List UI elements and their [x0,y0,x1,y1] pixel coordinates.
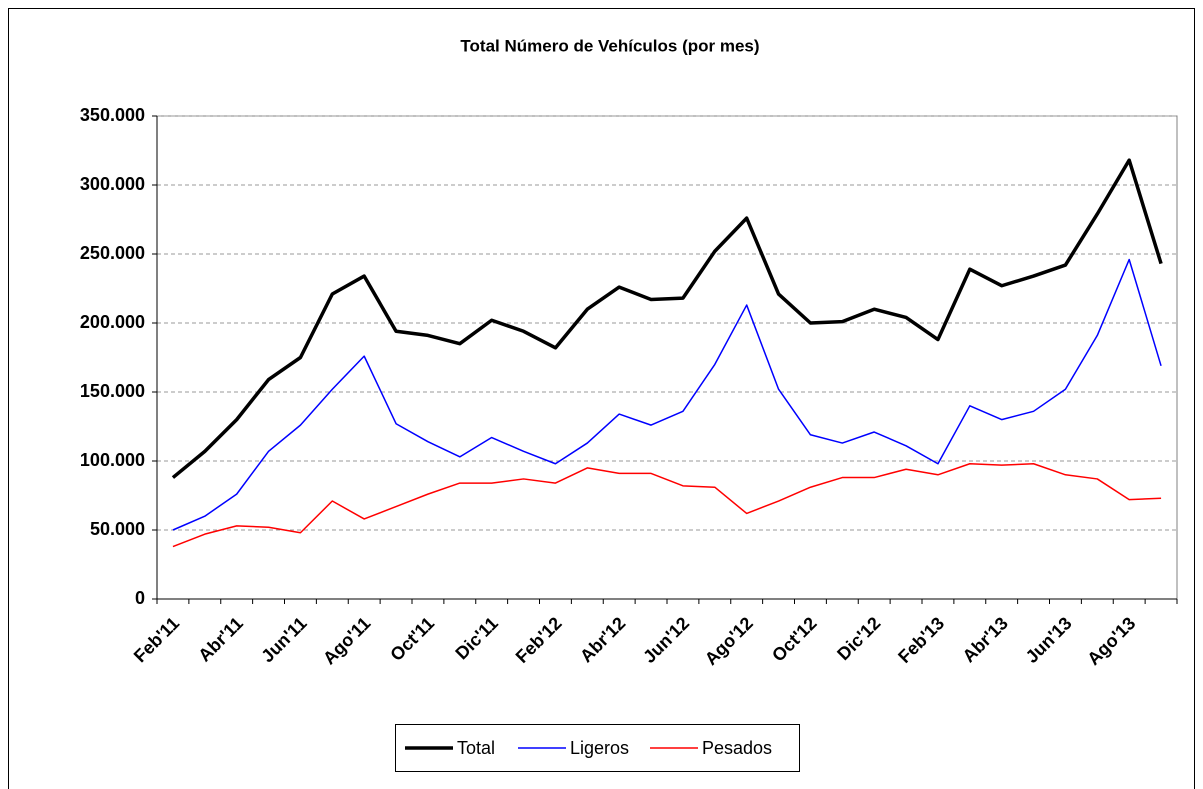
y-tick-label: 100.000 [80,450,145,470]
chart-title: Total Número de Vehículos (por mes) [460,36,759,55]
y-tick-label: 350.000 [80,105,145,125]
series-line [172,258,1162,531]
y-tick-label: 0 [135,588,145,608]
y-tick-label: 200.000 [80,312,145,332]
plot-area [156,115,1178,600]
y-tick-label: 300.000 [80,174,145,194]
legend-label: Pesados [702,738,772,758]
y-tick-label: 50.000 [90,519,145,539]
legend-label: Total [457,738,495,758]
legend-box [395,724,800,772]
legend-label: Ligeros [570,738,629,758]
series-line [171,158,1163,479]
series-line [172,463,1162,548]
y-tick-label: 150.000 [80,381,145,401]
y-tick-label: 250.000 [80,243,145,263]
